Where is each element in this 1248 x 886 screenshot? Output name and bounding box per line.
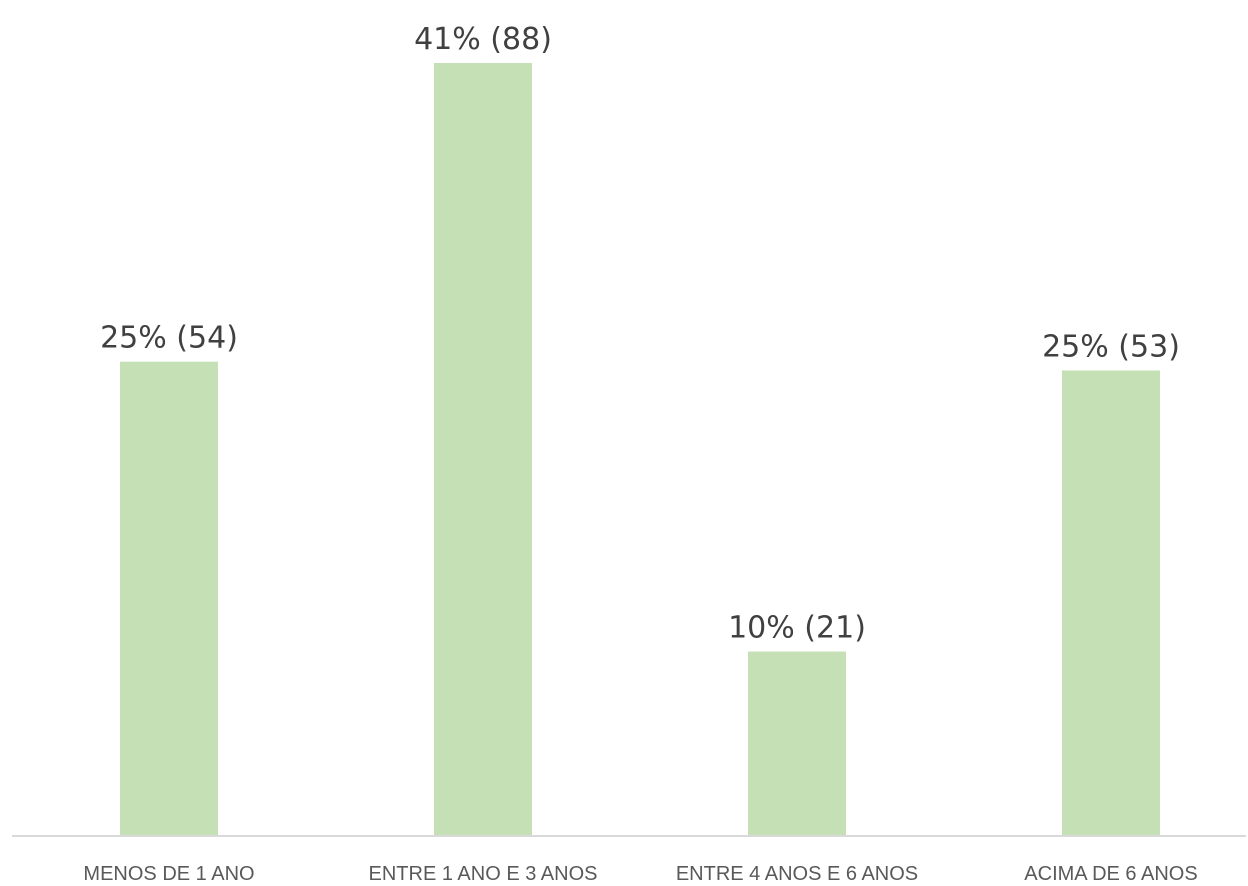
- data-label-2: 41% (88): [414, 22, 552, 57]
- x-tick-label-2: ENTRE 1 ANO E 3 ANOS: [369, 863, 598, 885]
- x-tick-label-1: MENOS DE 1 ANO: [83, 863, 254, 885]
- bars-group: [120, 63, 1160, 836]
- bar-3: [748, 651, 846, 836]
- bar-1: [120, 361, 218, 836]
- bar-4: [1062, 370, 1160, 836]
- bar-2: [434, 63, 532, 836]
- data-label-1: 25% (54): [100, 321, 238, 356]
- x-tick-label-3: ENTRE 4 ANOS E 6 ANOS: [676, 863, 918, 885]
- data-label-3: 10% (21): [728, 611, 866, 646]
- x-tick-labels-group: MENOS DE 1 ANO ENTRE 1 ANO E 3 ANOS ENTRE …: [83, 863, 1197, 885]
- x-tick-label-4: ACIMA DE 6 ANOS: [1024, 863, 1197, 885]
- data-label-4: 25% (53): [1042, 329, 1180, 364]
- data-labels-group: 25% (54) 41% (88) 10% (21) 25% (53): [100, 22, 1180, 646]
